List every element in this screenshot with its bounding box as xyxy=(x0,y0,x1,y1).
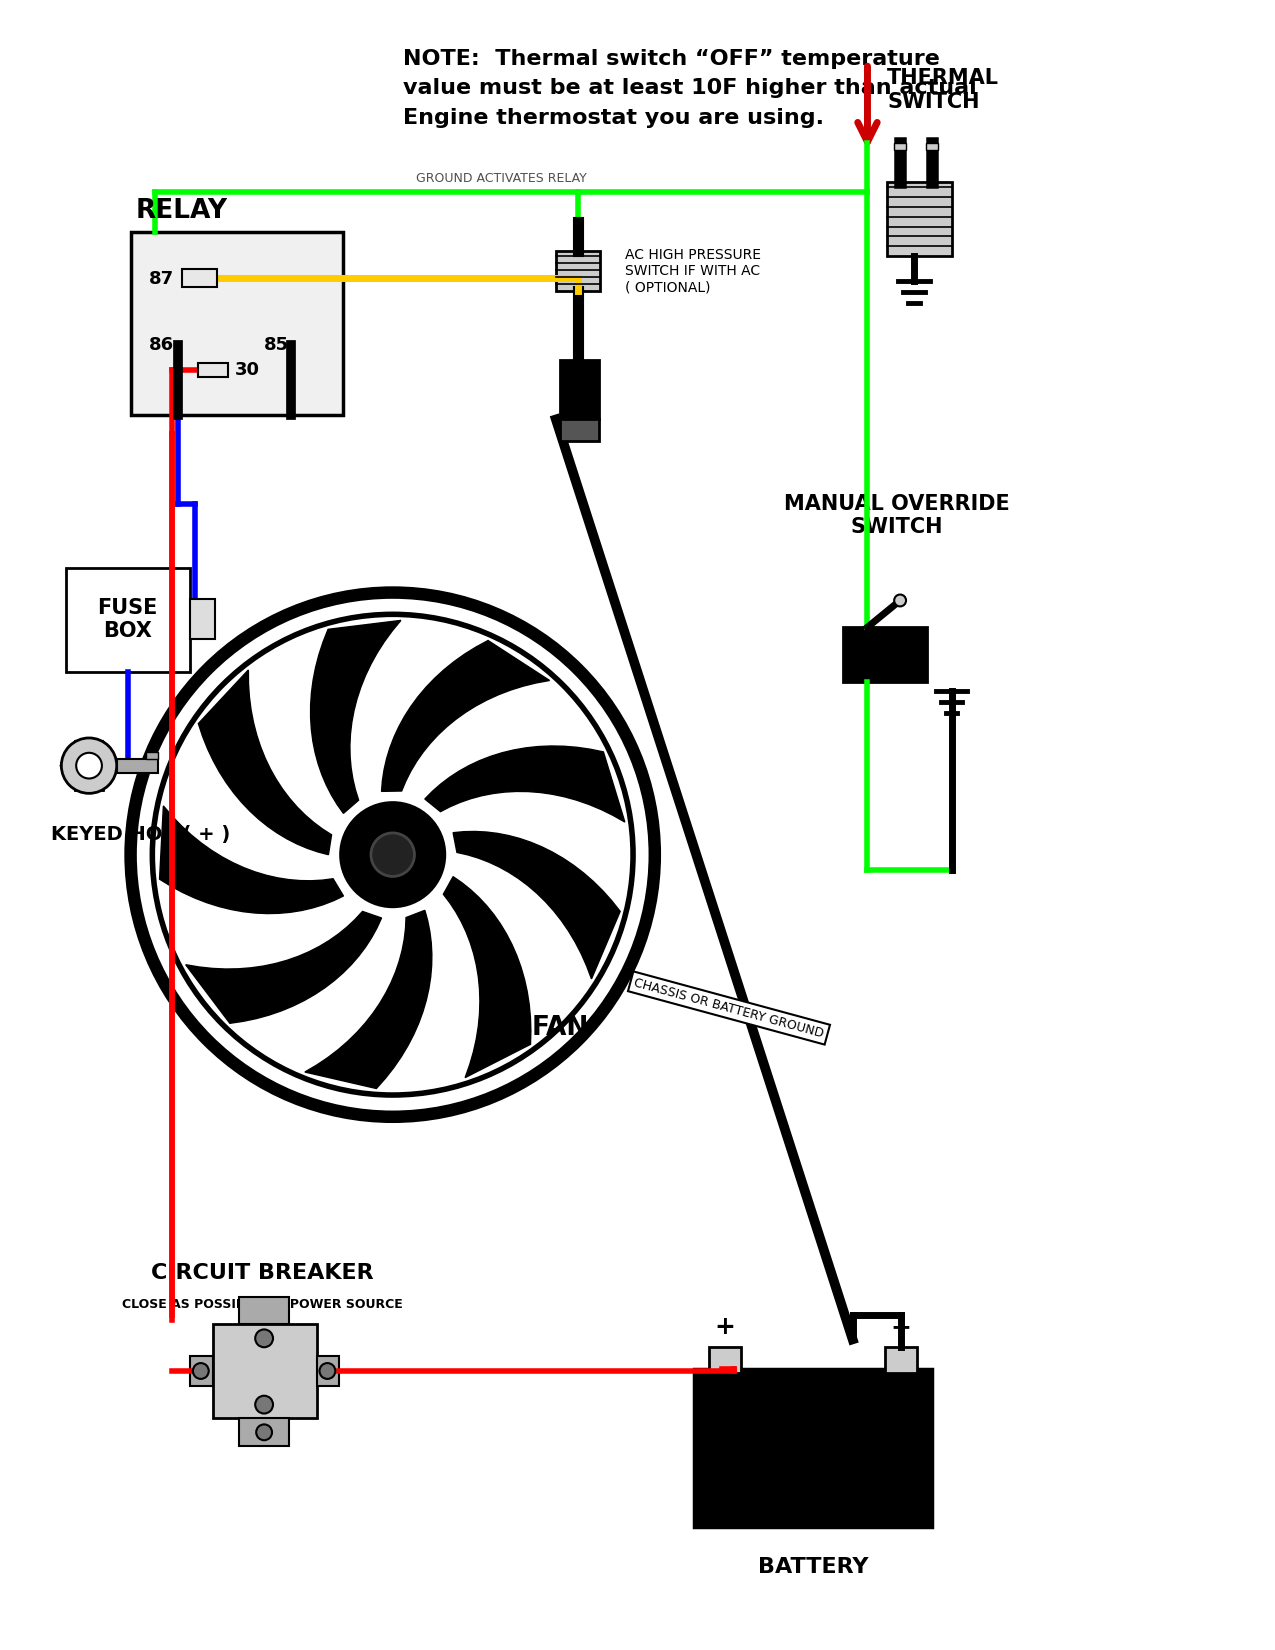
Text: +: + xyxy=(714,1315,736,1340)
Bar xyxy=(885,1348,917,1373)
Text: 86: 86 xyxy=(148,337,173,355)
Text: MANUAL OVERRIDE
SWITCH: MANUAL OVERRIDE SWITCH xyxy=(784,493,1010,536)
Circle shape xyxy=(894,594,907,607)
Text: 87: 87 xyxy=(148,271,173,289)
Bar xyxy=(316,1356,339,1386)
Bar xyxy=(213,1325,316,1419)
Text: CHASSIS OR BATTERY GROUND: CHASSIS OR BATTERY GROUND xyxy=(632,977,825,1040)
Bar xyxy=(130,231,343,414)
Bar xyxy=(190,1356,213,1386)
Text: CIRCUIT BREAKER: CIRCUIT BREAKER xyxy=(150,1262,374,1284)
Text: CLOSE AS POSSIBLE TO POWER SOURCE: CLOSE AS POSSIBLE TO POWER SOURCE xyxy=(121,1297,403,1310)
Polygon shape xyxy=(444,876,530,1077)
Polygon shape xyxy=(199,670,332,855)
Bar xyxy=(117,759,158,772)
Polygon shape xyxy=(311,620,400,813)
Text: KEYED HOT ( + ): KEYED HOT ( + ) xyxy=(51,825,231,845)
Bar xyxy=(190,599,214,639)
Polygon shape xyxy=(186,911,381,1023)
Polygon shape xyxy=(305,911,432,1089)
Bar xyxy=(894,142,907,150)
Text: THERMAL
SWITCH: THERMAL SWITCH xyxy=(887,68,1000,112)
Circle shape xyxy=(371,833,414,876)
Circle shape xyxy=(256,1424,272,1440)
Polygon shape xyxy=(453,832,620,978)
Polygon shape xyxy=(425,746,625,822)
Bar xyxy=(240,1419,289,1445)
Text: 30: 30 xyxy=(235,361,259,380)
Circle shape xyxy=(320,1363,335,1379)
Bar xyxy=(887,182,951,256)
Circle shape xyxy=(193,1363,209,1379)
Polygon shape xyxy=(381,640,550,792)
Bar xyxy=(709,1348,741,1373)
Text: BATTERY: BATTERY xyxy=(757,1558,868,1577)
Text: NOTE:  Thermal switch “OFF” temperature
value must be at least 10F higher than a: NOTE: Thermal switch “OFF” temperature v… xyxy=(403,48,977,127)
Polygon shape xyxy=(159,805,343,914)
Text: GROUND ACTIVATES RELAY: GROUND ACTIVATES RELAY xyxy=(416,172,586,185)
Bar xyxy=(926,142,937,150)
Text: FAN: FAN xyxy=(532,1015,589,1041)
Bar xyxy=(147,752,158,759)
Circle shape xyxy=(342,804,444,906)
Text: RELAY: RELAY xyxy=(135,198,228,224)
Text: −: − xyxy=(891,1315,912,1340)
Bar xyxy=(198,363,227,376)
Bar xyxy=(556,251,601,290)
Bar xyxy=(240,1297,289,1325)
Circle shape xyxy=(76,752,102,779)
Text: AC HIGH PRESSURE
SWITCH IF WITH AC
( OPTIONAL): AC HIGH PRESSURE SWITCH IF WITH AC ( OPT… xyxy=(625,248,761,294)
Circle shape xyxy=(130,592,655,1117)
Text: 85: 85 xyxy=(264,337,289,355)
Circle shape xyxy=(255,1396,273,1414)
Bar xyxy=(560,360,599,419)
Circle shape xyxy=(152,614,634,1096)
Bar xyxy=(695,1370,932,1528)
Circle shape xyxy=(255,1330,273,1348)
Circle shape xyxy=(61,738,117,794)
Bar xyxy=(66,568,190,672)
Bar xyxy=(182,269,217,287)
Text: FUSE
BOX: FUSE BOX xyxy=(97,597,158,640)
Bar xyxy=(560,419,599,441)
Bar xyxy=(843,627,927,681)
